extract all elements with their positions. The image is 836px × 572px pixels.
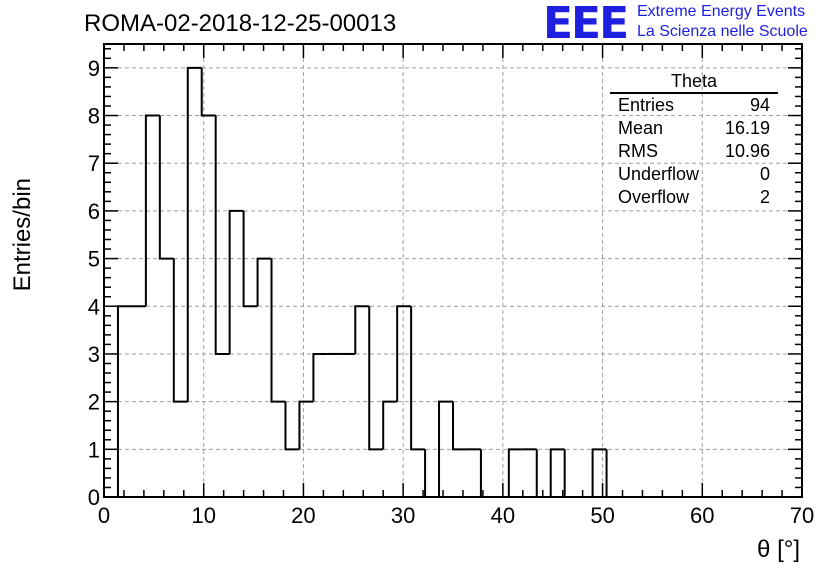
x-tick-label: 40 [491, 503, 515, 528]
stats-row-underflow: Underflow 0 [610, 163, 778, 186]
histogram-bin [368, 306, 384, 451]
axis-ticks [103, 44, 803, 498]
x-tick-label: 50 [590, 503, 614, 528]
histogram-bin [396, 305, 412, 402]
stats-label: Entries [618, 95, 675, 115]
y-tick-label: 1 [88, 437, 100, 462]
stats-box: Theta Entries 94 Mean 16.19 RMS 10.96 Un… [610, 70, 778, 209]
histogram-bin [284, 401, 300, 451]
eee-logo: EEE [543, 0, 629, 49]
histogram-bin [452, 401, 467, 451]
x-tick-label: 20 [291, 503, 315, 528]
stats-value: 2 [759, 187, 770, 207]
grid-lines [104, 44, 802, 497]
x-tick-label: 10 [191, 503, 215, 528]
stats-label: Underflow [618, 164, 700, 184]
histogram-bin [591, 448, 607, 497]
histogram-bin [563, 449, 579, 498]
histogram-bin [479, 449, 495, 498]
y-tick-label: 9 [88, 56, 100, 81]
plot-frame [103, 43, 803, 498]
y-tick-label: 5 [88, 247, 100, 272]
stats-title: Theta [610, 70, 778, 94]
stats-value: 0 [759, 164, 770, 184]
y-tick-label: 3 [88, 342, 100, 367]
histogram-bin [172, 258, 188, 403]
histogram-bin [507, 448, 523, 497]
histogram-bin [298, 400, 314, 450]
histogram-bin [535, 449, 551, 498]
stats-row-overflow: Overflow 2 [610, 186, 778, 209]
histogram-bin [256, 257, 272, 307]
x-tick-label: 30 [391, 503, 415, 528]
histogram-bin [549, 448, 565, 497]
stats-label: Overflow [618, 187, 690, 207]
y-tick-label: 4 [88, 294, 100, 319]
y-tick-label: 6 [88, 199, 100, 224]
x-axis-label: θ [°] [757, 536, 800, 563]
y-axis-label: Entries/bin [9, 178, 36, 291]
histogram-bin [312, 352, 328, 402]
logo-line-1: Extreme Energy Events [637, 3, 806, 20]
y-tick-label: 7 [88, 151, 100, 176]
chart-title: ROMA-02-2018-12-25-00013 [84, 10, 397, 37]
histogram-bin [242, 210, 258, 308]
histogram-bin [410, 306, 426, 451]
stats-row-mean: Mean 16.19 [610, 117, 778, 140]
histogram-bin [424, 449, 440, 498]
histogram-bin [270, 258, 286, 403]
x-tick-label: 60 [690, 503, 714, 528]
histogram-bin [158, 115, 174, 260]
histogram-bin [438, 400, 453, 497]
histogram-bin [605, 449, 621, 498]
stats-label: RMS [618, 141, 658, 161]
y-tick-label: 8 [88, 104, 100, 129]
histogram-bin [186, 66, 202, 402]
y-tick-label: 2 [88, 390, 100, 415]
histogram-bars [116, 66, 621, 498]
histogram-bin [228, 209, 244, 354]
stats-value: 94 [749, 95, 770, 115]
histogram-bin [382, 400, 398, 450]
stats-value: 10.96 [724, 141, 770, 161]
stats-label: Mean [618, 118, 664, 138]
x-tick-label: 70 [790, 503, 814, 528]
histogram-bin [200, 67, 216, 117]
stats-value: 16.19 [724, 118, 770, 138]
x-tick-label: 0 [98, 503, 110, 528]
histogram-bin [144, 114, 160, 307]
stats-row-entries: Entries 94 [610, 94, 778, 117]
histogram-bin [214, 115, 230, 355]
stats-row-rms: RMS 10.96 [610, 140, 778, 163]
y-tick-label: 0 [88, 485, 100, 510]
logo-line-2: La Scienza nelle Scuole [637, 23, 808, 40]
histogram-bin [354, 305, 370, 354]
